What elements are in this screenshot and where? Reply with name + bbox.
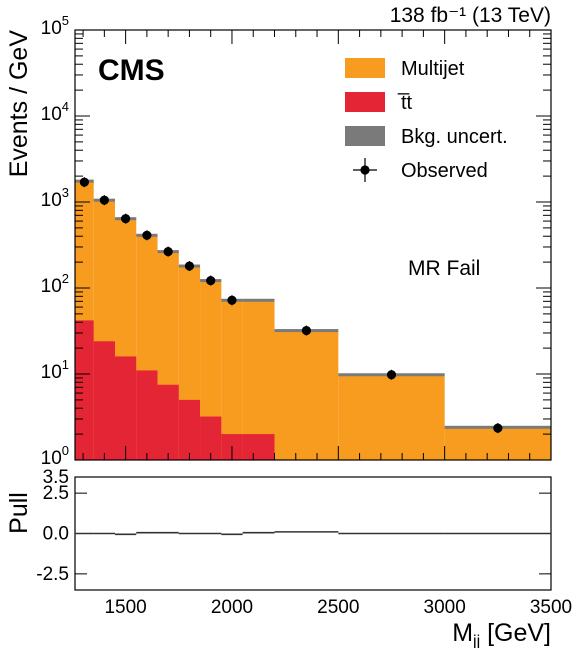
multijet-bar xyxy=(242,300,275,460)
x-tick-label: 2000 xyxy=(211,597,253,618)
ttbar-bar xyxy=(114,356,137,460)
y-tick-base: 10 xyxy=(41,362,62,383)
x-axis-title-main: M xyxy=(452,619,473,647)
y-axis-title: Events / GeV xyxy=(5,30,33,178)
observed-point xyxy=(227,295,237,305)
legend-label: Bkg. uncert. xyxy=(401,126,508,148)
y-tick-base: 10 xyxy=(41,276,62,297)
legend-label: t̅t xyxy=(398,92,413,114)
x-axis-title: Mjj [GeV] xyxy=(452,619,551,648)
legend-swatch xyxy=(345,92,385,112)
legend-swatch xyxy=(345,126,385,146)
legend-label: Multijet xyxy=(401,58,465,80)
luminosity-label: 138 fb⁻¹ (13 TeV) xyxy=(390,4,551,27)
y-tick-exponent: 4 xyxy=(62,99,69,114)
x-tick-label: 2500 xyxy=(317,597,359,618)
ttbar-bar xyxy=(242,434,275,460)
pull-plot: 1500 2000 2500 3000 3500 3.52.5 0.0 -2.5 xyxy=(36,467,572,618)
legend-swatch xyxy=(345,58,385,78)
ttbar-bar xyxy=(157,384,179,460)
pull-y-tick-label: -2.5 xyxy=(36,564,69,585)
y-tick-exponent: 1 xyxy=(62,357,69,372)
multijet-bar xyxy=(200,280,222,460)
multijet-bar xyxy=(274,330,339,460)
y-tick-exponent: 2 xyxy=(62,271,69,286)
observed-point xyxy=(184,261,195,271)
observed-point xyxy=(493,423,503,433)
ttbar-bar xyxy=(136,370,158,460)
multijet-bar xyxy=(221,300,243,460)
observed-point xyxy=(99,195,109,205)
observed-point xyxy=(163,247,173,257)
uncertainty-band xyxy=(242,298,275,302)
ttbar-bar xyxy=(200,416,222,460)
ttbar-bar xyxy=(75,320,94,460)
main-frame xyxy=(74,29,552,461)
legend: Multijet t̅t Bkg. uncert. Observed xyxy=(345,58,508,182)
y-tick-exponent: 5 xyxy=(62,13,69,28)
x-axis-title-sub: jj xyxy=(472,633,480,648)
y-tick-label: 101 xyxy=(41,357,69,383)
observed-point xyxy=(79,177,89,187)
y-tick-label: 103 xyxy=(41,185,69,211)
experiment-label: CMS xyxy=(98,54,165,87)
region-label: MR Fail xyxy=(408,257,480,280)
x-axis-title-unit: [GeV] xyxy=(480,619,551,647)
legend-label: Observed xyxy=(401,160,488,182)
y-tick-base: 10 xyxy=(41,18,62,39)
pull-axis-title: Pull xyxy=(5,492,33,534)
ttbar-bar xyxy=(93,341,115,460)
y-tick-label: 100 xyxy=(41,443,69,469)
observed-point xyxy=(386,370,397,380)
pull-y-tick-label: 2.5 xyxy=(43,483,69,504)
x-tick-label: 1500 xyxy=(104,597,146,618)
y-tick-exponent: 3 xyxy=(62,185,69,200)
y-tick-base: 10 xyxy=(41,190,62,211)
y-tick-base: 10 xyxy=(41,104,62,125)
y-tick-base: 10 xyxy=(41,448,62,469)
x-tick-label: 3000 xyxy=(424,597,466,618)
ttbar-bar xyxy=(178,399,201,460)
y-tick-label: 102 xyxy=(41,271,69,297)
labels: 138 fb⁻¹ (13 TeV) CMS MR Fail Events / G… xyxy=(5,4,551,648)
y-tick-exponent: 0 xyxy=(62,443,69,458)
x-tick-label: 3500 xyxy=(530,597,572,618)
pull-y-tick-label: 0.0 xyxy=(43,524,69,545)
observed-point xyxy=(142,230,152,240)
y-tick-label: 105 xyxy=(41,13,69,39)
y-tick-label: 104 xyxy=(41,99,69,125)
pull-y-tick-label: 3.5 xyxy=(43,467,69,488)
legend-marker xyxy=(360,165,370,175)
observed-point xyxy=(206,275,216,286)
observed-point xyxy=(301,325,312,336)
multijet-bar xyxy=(338,374,445,460)
observed-point xyxy=(121,214,131,224)
